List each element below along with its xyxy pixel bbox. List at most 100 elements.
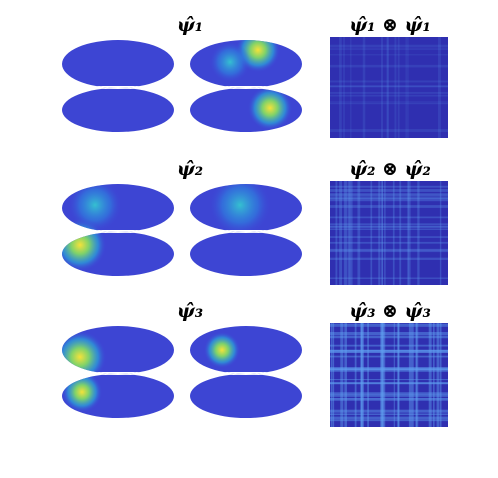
matrix-band: [330, 94, 448, 97]
matrix-band: [330, 368, 448, 371]
matrix-label: ψ̂₃ ⊗ ψ̂₃: [349, 300, 431, 322]
matrix: [330, 323, 448, 427]
matrix-band: [397, 37, 400, 138]
matrix-band: [339, 37, 342, 138]
matrix-band: [330, 216, 448, 219]
matrix-band: [335, 181, 338, 285]
matrix-band: [330, 64, 448, 68]
matrix-band: [417, 181, 420, 285]
matrix-band: [380, 323, 383, 427]
fissure: [190, 230, 302, 233]
matrix-band: [360, 323, 364, 427]
matrix-band: [330, 205, 448, 208]
matrix-band: [360, 323, 362, 427]
matrix-band: [382, 323, 386, 427]
matrix-band: [439, 181, 442, 285]
matrix-band: [330, 398, 448, 400]
matrix-band: [387, 37, 389, 138]
matrix-band: [439, 323, 442, 427]
matrix-band: [330, 228, 448, 231]
matrix-band: [330, 85, 448, 88]
fissure: [62, 86, 174, 89]
matrix-band: [392, 181, 395, 285]
matrix-band: [330, 193, 448, 196]
fissure: [190, 372, 302, 375]
brain-surface: [62, 326, 174, 418]
matrix-band: [330, 44, 448, 48]
matrix-band: [361, 323, 364, 427]
matrix-band: [330, 85, 448, 88]
matrix-band: [330, 198, 448, 202]
matrix-band: [433, 323, 435, 427]
activation: [210, 184, 270, 235]
matrix-band: [428, 323, 432, 427]
brain-label: ψ̂₃: [177, 300, 203, 322]
activation: [248, 86, 292, 130]
matrix-band: [349, 181, 353, 285]
matrix-band: [330, 241, 448, 244]
matrix-band: [397, 323, 400, 427]
brain-surface: [62, 184, 174, 276]
matrix: [330, 37, 448, 138]
matrix-band: [436, 323, 440, 427]
matrix-band: [354, 323, 357, 427]
matrix-band: [330, 332, 448, 336]
activation: [204, 332, 240, 368]
matrix-band: [330, 398, 448, 401]
matrix-band: [330, 249, 448, 253]
matrix-band: [330, 194, 448, 197]
brain-surface: [62, 40, 174, 132]
matrix-band: [330, 226, 448, 228]
matrix-label: ψ̂₁ ⊗ ψ̂₁: [349, 14, 431, 36]
matrix-band: [380, 37, 383, 138]
matrix-band: [330, 80, 448, 83]
matrix: [330, 181, 448, 285]
matrix-band: [340, 323, 344, 427]
matrix-band: [330, 349, 448, 352]
matrix-band: [330, 185, 448, 188]
matrix-band: [330, 355, 448, 358]
matrix-band: [437, 37, 441, 138]
brain-label: ψ̂₂: [177, 158, 203, 180]
matrix-band: [362, 37, 366, 138]
matrix-band: [330, 382, 448, 385]
matrix-band: [330, 48, 448, 50]
matrix-band: [411, 323, 414, 427]
activation: [62, 372, 102, 412]
matrix-band: [330, 367, 448, 370]
matrix-band: [381, 181, 383, 285]
matrix-band: [408, 181, 411, 285]
matrix-band: [343, 37, 345, 138]
matrix-band: [330, 236, 448, 238]
matrix-band: [407, 37, 409, 138]
matrix-band: [330, 416, 448, 420]
matrix-band: [347, 181, 351, 285]
matrix-band: [370, 181, 373, 285]
matrix-band: [357, 181, 361, 285]
brain: [190, 184, 302, 276]
brain: [190, 326, 302, 418]
matrix-band: [330, 335, 448, 339]
matrix-band: [330, 409, 448, 413]
activation: [62, 331, 106, 383]
matrix-band: [381, 323, 384, 427]
matrix-band: [415, 323, 419, 427]
matrix-band: [405, 37, 407, 138]
matrix-band: [330, 350, 448, 353]
brain-surface: [190, 184, 302, 276]
matrix-band: [330, 248, 448, 251]
brain-surface: [190, 326, 302, 418]
matrix-band: [367, 323, 369, 427]
matrix-band: [381, 181, 383, 285]
matrix-band: [408, 323, 412, 427]
activation: [69, 184, 121, 231]
matrix-band: [330, 323, 448, 326]
fissure: [190, 86, 302, 89]
brain-label: ψ̂₁: [177, 14, 203, 36]
matrix-band: [330, 344, 448, 347]
matrix-band: [350, 37, 352, 138]
matrix-band: [330, 323, 333, 427]
matrix-band: [330, 129, 448, 132]
fissure: [62, 372, 174, 375]
